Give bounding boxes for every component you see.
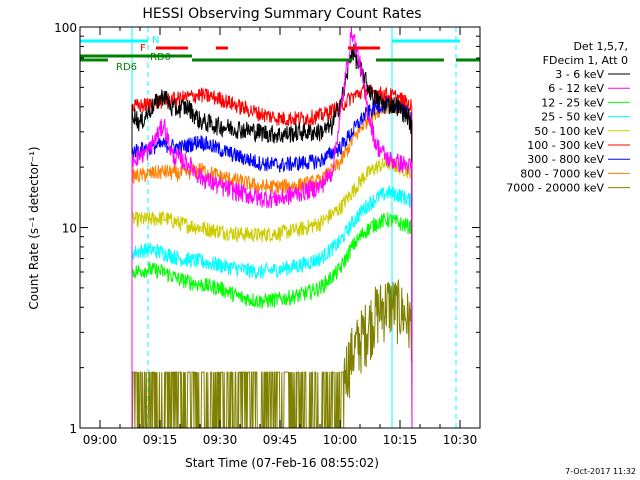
x-tick-label: 10:15 bbox=[383, 433, 418, 447]
annotation-label-rd6: RD6 bbox=[116, 62, 137, 73]
series-line-6-12-kev bbox=[131, 26, 413, 429]
legend-label: 7000 - 20000 keV bbox=[506, 182, 604, 195]
series-line-800-7000-kev bbox=[131, 98, 413, 429]
generation-timestamp: 7-Oct-2017 11:32 bbox=[565, 467, 636, 476]
legend-label: 300 - 800 keV bbox=[527, 153, 604, 166]
series-layer bbox=[131, 26, 413, 429]
chart-title: HESSI Observing Summary Count Rates bbox=[142, 6, 421, 22]
annotation-bars: NF RD0 RD6 bbox=[80, 35, 480, 73]
series-line-12-25-kev bbox=[131, 212, 413, 429]
legend-label: 100 - 300 keV bbox=[527, 139, 604, 152]
y-axis: 1 10 100 bbox=[54, 21, 480, 436]
x-tick-label: 10:00 bbox=[323, 433, 358, 447]
annotation-label-f: F bbox=[140, 43, 146, 54]
y-tick-label: 1 bbox=[69, 422, 77, 436]
x-tick-label: 09:45 bbox=[263, 433, 298, 447]
series-line-7000-20000-kev bbox=[131, 279, 413, 429]
x-axis: 09:00 09:15 09:30 09:45 10:00 10:15 10:30 bbox=[79, 27, 481, 447]
legend-header-line-2: FDecim 1, Att 0 bbox=[543, 54, 628, 67]
x-tick-label: 10:30 bbox=[443, 433, 478, 447]
annotation-label-n: N bbox=[152, 35, 159, 46]
x-tick-label: 09:00 bbox=[83, 433, 118, 447]
legend-label: 25 - 50 keV bbox=[541, 111, 604, 124]
x-axis-label: Start Time (07-Feb-16 08:55:02) bbox=[185, 456, 379, 470]
legend-label: 12 - 25 keV bbox=[541, 96, 604, 109]
series-line-300-800-kev bbox=[131, 95, 413, 429]
series-line-50-100-kev bbox=[131, 155, 413, 429]
series-line-25-50-kev bbox=[131, 185, 413, 429]
legend-label: 800 - 7000 keV bbox=[520, 167, 604, 180]
annotation-label-rd0: RD0 bbox=[150, 52, 171, 63]
x-tick-label: 09:30 bbox=[203, 433, 238, 447]
legend-label: 3 - 6 keV bbox=[555, 68, 604, 81]
legend-label: 6 - 12 keV bbox=[548, 82, 604, 95]
y-tick-label: 100 bbox=[54, 21, 77, 35]
series-line-3-6-kev bbox=[131, 43, 413, 429]
y-axis-label: Count Rate (s⁻¹ detector⁻¹) bbox=[27, 146, 41, 309]
legend-label: 50 - 100 keV bbox=[534, 125, 604, 138]
x-tick-label: 09:15 bbox=[143, 433, 178, 447]
y-tick-label: 10 bbox=[62, 222, 77, 236]
legend-header-line-1: Det 1,5,7, bbox=[573, 40, 628, 53]
